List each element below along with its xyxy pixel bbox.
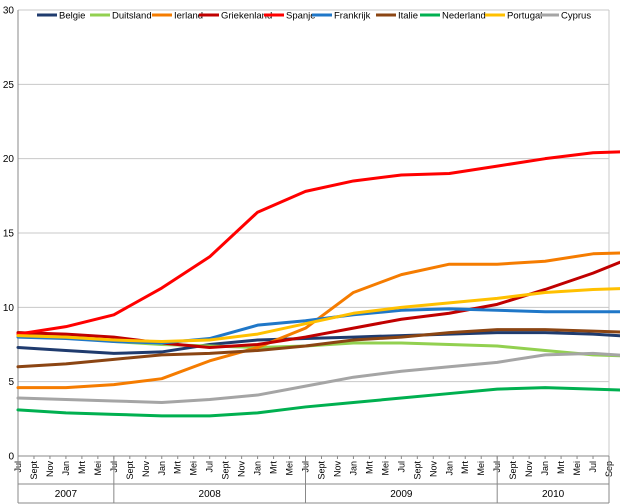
x-tick-label-8: Nov [141,461,151,478]
legend-label-cyprus: Cyprus [561,11,591,22]
legend: Belgie Duitsland Ierland Griekenland Spanje F… [37,11,591,22]
x-tick-label-13: Sept [221,461,231,480]
x-tick-label-35: Mei [572,461,582,476]
y-tick-label-25: 25 [3,80,15,91]
x-tick-label-4: Mrt [77,461,87,474]
x-tick-label-19: Sept [316,461,326,480]
legend-label-belgie: Belgie [59,11,85,22]
y-axis: 0 5 10 15 20 25 30 [3,6,19,463]
x-tick-label-23: Mei [380,461,390,476]
x-tick-label-5: Mei [93,461,103,476]
legend-label-italie: Italie [398,11,418,22]
x-tick-label-28: Mrt [460,461,470,474]
x-tick-label-9: Jan [157,461,167,476]
x-tick-label-31: Sept [508,461,518,480]
y-tick-label-5: 5 [8,377,14,388]
legend-label-duitsland: Duitsland [112,11,152,22]
x-tick-label-25: Sept [412,461,422,480]
gridlines [18,9,610,456]
x-tick-label-29: Mei [476,461,486,476]
y-tick-label-0: 0 [8,452,14,463]
series-line-italie [16,328,620,369]
series-line-ierland [16,251,620,390]
y-tick-label-30: 30 [3,6,15,17]
x-tick-label-27: Jan [444,461,454,476]
year-label-2008: 2008 [199,489,222,500]
legend-label-ierland: Ierland [174,11,203,22]
x-tick-label-20: Nov [332,461,342,478]
x-tick-label-32: Nov [524,461,534,478]
legend-label-spanje: Spanje [286,11,316,22]
series-line-griekenland [16,260,620,349]
series-line-belgie [16,331,620,355]
x-tick-label-21: Jan [348,461,358,476]
year-label-2010: 2010 [542,489,565,500]
x-tick-label-33: Jan [540,461,550,476]
x-tick-label-3: Jan [61,461,71,476]
x-tick-label-1: Sept [29,461,39,480]
legend-label-nederland: Nederland [442,11,486,22]
year-label-2009: 2009 [390,489,413,500]
x-tick-label-10: Mrt [173,461,183,474]
x-tick-label-15: Jan [253,461,263,476]
x-tick-label-12: Jul [205,461,215,473]
legend-label-portugal: Portugal [507,11,542,22]
series-lines [16,150,620,418]
x-tick-label-17: Mei [285,461,295,476]
x-tick-label-24: Jul [396,461,406,473]
y-tick-label-10: 10 [3,303,15,314]
x-tick-label-14: Nov [237,461,247,478]
x-tick-label-22: Mrt [364,461,374,474]
x-tick-label-7: Sept [125,461,135,480]
x-tick-label-16: Mrt [269,461,279,474]
legend-label-griekenland: Griekenland [221,11,272,22]
series-line-cyprus [16,351,620,404]
x-tick-label-36: Jul [588,461,598,473]
year-label-2007: 2007 [55,489,78,500]
x-tick-label-34: Mrt [556,461,566,474]
series-line-spanje [16,150,620,336]
y-tick-label-15: 15 [3,229,15,240]
series-line-portugal [16,287,620,344]
x-axis: Jul Sept Nov Jan Mrt Mei Jul Sept Nov Jan Mrt Mei Ju… [13,455,614,504]
x-tick-label-11: Mei [189,461,199,476]
legend-label-frankrijk: Frankrijk [334,11,371,22]
y-tick-label-20: 20 [3,154,15,165]
x-tick-label-2: Nov [45,461,55,478]
series-line-nederland [16,386,620,418]
x-tick-label-26: Nov [428,461,438,478]
series-line-frankrijk [16,307,620,345]
